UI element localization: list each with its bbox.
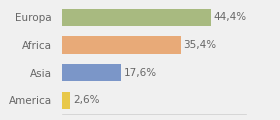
Bar [62,64,121,81]
Bar [62,92,70,109]
Text: 44,4%: 44,4% [213,12,247,22]
Text: 35,4%: 35,4% [183,40,216,50]
Bar [62,9,211,26]
Text: 17,6%: 17,6% [123,68,157,78]
Text: 2,6%: 2,6% [73,95,99,105]
Bar [62,36,181,54]
